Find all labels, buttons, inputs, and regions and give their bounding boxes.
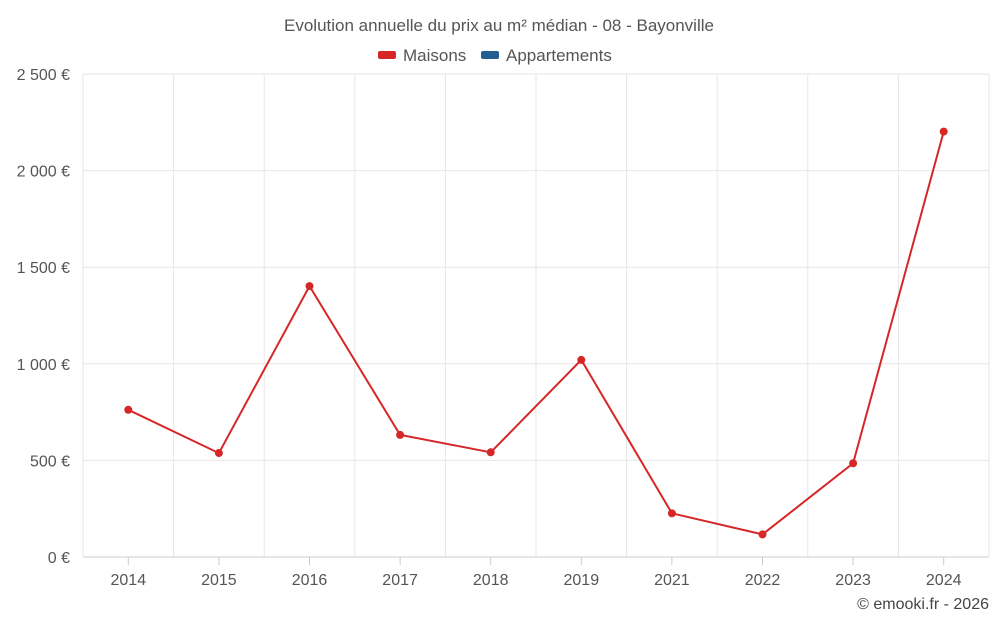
x-tick-label: 2022 [745, 572, 781, 589]
series [124, 127, 948, 539]
credit-text: © emooki.fr - 2026 [857, 596, 989, 613]
x-tick-label: 2019 [564, 572, 600, 589]
y-tick-label: 2 500 € [17, 67, 70, 84]
x-tick-label: 2015 [201, 572, 237, 589]
y-tick-label: 0 € [48, 550, 70, 567]
y-tick-label: 500 € [30, 453, 70, 470]
axes: 0 € 500 € 1 000 € 1 500 € 2 000 € 2 500 € 2014… [17, 67, 989, 589]
data-point-maisons[interactable] [577, 355, 586, 364]
x-tick-label: 2023 [835, 572, 871, 589]
data-point-maisons[interactable] [939, 127, 948, 136]
data-point-maisons[interactable] [667, 509, 676, 518]
x-tick-label: 2017 [382, 572, 418, 589]
legend-label-maisons[interactable]: Maisons [403, 46, 466, 65]
legend-label-appartements[interactable]: Appartements [506, 46, 612, 65]
x-tick-label: 2016 [292, 572, 328, 589]
x-tick-label: 2014 [111, 572, 147, 589]
data-point-maisons[interactable] [124, 405, 133, 414]
legend-swatch-maisons[interactable] [378, 51, 396, 59]
grid [82, 73, 990, 557]
chart-title: Evolution annuelle du prix au m² médian … [284, 16, 714, 35]
x-tick-label: 2018 [473, 572, 509, 589]
legend-swatch-appartements[interactable] [481, 51, 499, 59]
data-point-maisons[interactable] [486, 448, 495, 457]
y-tick-label: 1 500 € [17, 260, 70, 277]
data-point-maisons[interactable] [396, 430, 405, 439]
x-tick-label: 2021 [654, 572, 690, 589]
data-point-maisons[interactable] [758, 530, 767, 539]
data-point-maisons[interactable] [305, 282, 314, 291]
data-point-maisons[interactable] [214, 449, 223, 458]
x-tick-label: 2024 [926, 572, 962, 589]
series-line-maisons [127, 131, 945, 536]
data-point-maisons[interactable] [849, 459, 858, 468]
y-tick-label: 2 000 € [17, 164, 70, 181]
y-tick-label: 1 000 € [17, 357, 70, 374]
legend: Maisons Appartements [378, 46, 612, 65]
